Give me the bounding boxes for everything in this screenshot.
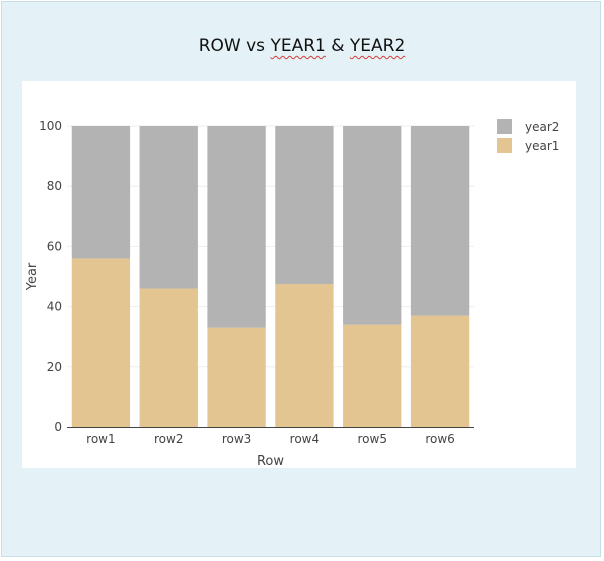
bar-year2-row5[interactable] [343,126,402,325]
gridlines [67,125,474,368]
x-tick-label: row5 [358,432,387,446]
legend-label-year1[interactable]: year1 [525,139,559,153]
bar-chart: 0 20 40 60 80 100 row1 row2 row3 row4 row5 row6 yea… [25,119,559,469]
legend-label-year2[interactable]: year2 [525,120,559,134]
y-tick-label: 40 [47,300,62,314]
chart-title-part-1: ROW vs [198,36,271,56]
y-axis-title: Year [25,262,40,291]
bar-year2-row1[interactable] [71,126,131,259]
axes: 0 20 40 60 80 100 row1 row2 row3 row4 row5 row6 [39,119,474,446]
bar-year1-row2[interactable] [139,288,198,427]
y-tick-label: 0 [54,420,62,434]
y-tick-label: 60 [47,239,62,253]
x-tick-label: row3 [222,432,251,446]
chart-title-part-4: YEAR2 [349,36,406,56]
bar-year2-row4[interactable] [275,126,334,285]
chart-title: ROW vs YEAR1 & YEAR2 [2,36,602,56]
x-axis-title: Row [257,454,284,468]
bar-year2-row3[interactable] [207,126,266,328]
y-tick-label: 80 [47,179,62,193]
bar-year2-row2[interactable] [139,126,198,289]
bar-year1-row1[interactable] [71,258,131,427]
bars [71,126,470,427]
y-tick-label: 100 [39,119,62,133]
y-tick-label: 20 [47,360,62,374]
x-tick-label: row6 [425,432,454,446]
bar-year1-row4[interactable] [275,284,334,427]
bar-year2-row6[interactable] [410,126,470,316]
bar-year1-row3[interactable] [207,327,266,427]
legend-swatch-year2[interactable] [497,119,512,134]
legend-swatch-year1[interactable] [497,138,512,153]
x-tick-label: row2 [154,432,183,446]
chart-title-part-3: & [325,36,350,56]
x-tick-label: row4 [290,432,319,446]
bar-year1-row5[interactable] [343,324,402,427]
x-tick-label: row1 [86,432,115,446]
bar-year1-row6[interactable] [410,315,470,427]
legend[interactable]: year2 year1 [497,119,559,153]
plot-card: 0 20 40 60 80 100 row1 row2 row3 row4 row5 row6 yea… [22,81,576,469]
chart-title-part-2: YEAR1 [270,36,326,56]
